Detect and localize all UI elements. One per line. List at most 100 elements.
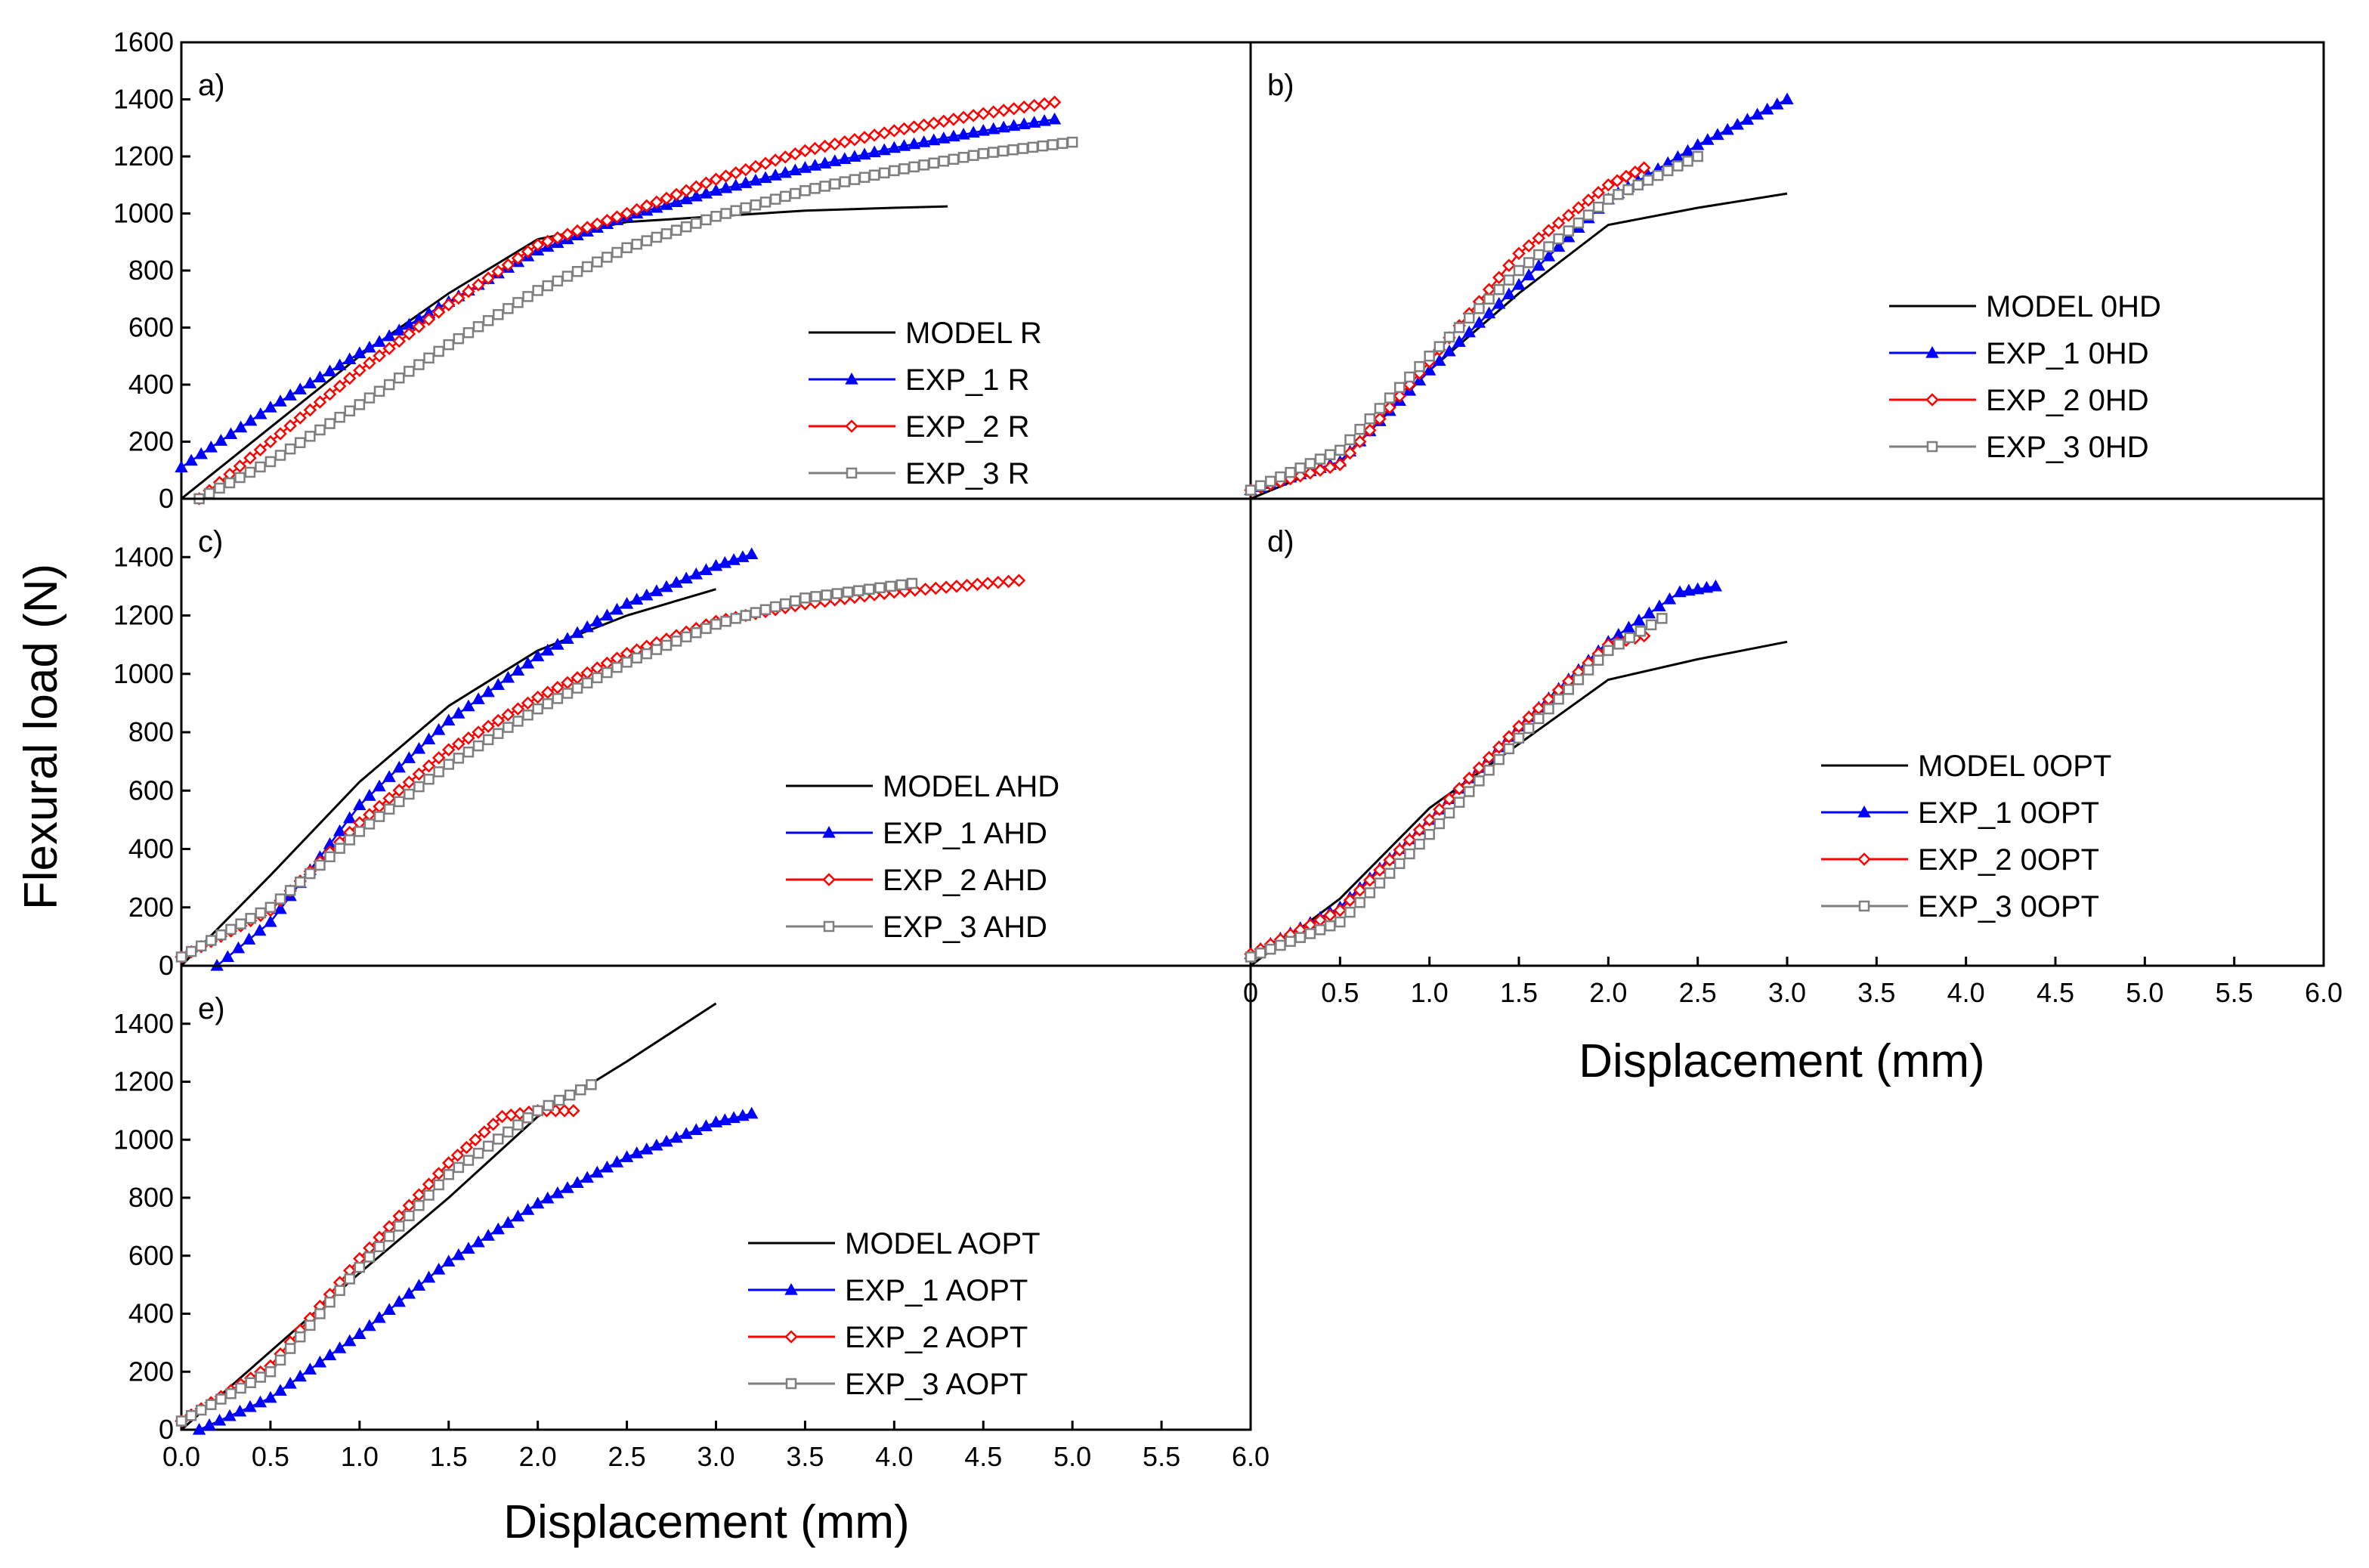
data-point-marker xyxy=(1324,920,1336,932)
data-point-marker xyxy=(363,392,376,404)
data-point-marker xyxy=(1333,457,1347,472)
data-point-marker xyxy=(472,725,485,739)
data-point-marker xyxy=(453,753,465,764)
data-point-marker xyxy=(967,150,979,161)
data-point-marker xyxy=(521,696,535,710)
data-point-marker xyxy=(1512,719,1526,734)
data-point-marker xyxy=(1551,240,1566,252)
data-point-marker xyxy=(1573,217,1585,229)
data-point-marker xyxy=(303,1362,317,1375)
data-point-marker xyxy=(679,184,693,198)
data-point-marker xyxy=(383,803,395,815)
data-point-marker xyxy=(1027,98,1041,113)
data-point-marker xyxy=(897,122,911,136)
data-point-marker xyxy=(1542,249,1556,261)
data-point-marker xyxy=(1761,102,1774,115)
series-line xyxy=(181,205,948,500)
data-point-marker xyxy=(1642,606,1656,619)
data-point-marker xyxy=(431,751,446,765)
data-point-marker xyxy=(631,238,642,250)
data-point-marker xyxy=(244,413,258,426)
data-point-marker xyxy=(541,234,555,249)
data-point-marker xyxy=(1603,193,1614,205)
data-point-marker xyxy=(740,610,752,621)
data-point-marker xyxy=(788,147,803,161)
data-point-marker xyxy=(957,110,970,125)
legend-label: EXP_1 R xyxy=(905,363,1030,397)
data-point-marker xyxy=(849,174,861,185)
data-point-marker xyxy=(610,210,624,224)
data-point-marker xyxy=(1452,781,1466,796)
data-point-marker xyxy=(392,760,406,773)
data-point-marker xyxy=(641,235,653,246)
data-point-marker xyxy=(1472,316,1486,328)
series-exp2 xyxy=(175,574,1026,964)
y-tick-label: 0 xyxy=(159,483,174,514)
data-point-marker xyxy=(1384,868,1396,879)
data-point-marker xyxy=(175,460,188,473)
data-point-marker xyxy=(580,1171,594,1183)
data-point-marker xyxy=(848,133,861,147)
data-point-marker xyxy=(512,297,524,308)
data-point-marker xyxy=(313,1355,327,1368)
data-point-marker xyxy=(332,1341,347,1353)
data-point-marker xyxy=(462,326,475,339)
data-point-marker xyxy=(699,176,713,190)
data-point-marker xyxy=(1474,303,1485,314)
y-tick-label: 1400 xyxy=(113,1008,174,1039)
x-axis-label-right: Displacement (mm) xyxy=(1579,1035,1984,1087)
data-point-marker xyxy=(462,284,475,298)
data-point-marker xyxy=(323,1348,337,1361)
data-point-marker xyxy=(294,437,306,449)
data-point-marker xyxy=(848,150,861,162)
data-point-marker xyxy=(478,1125,491,1139)
data-point-marker xyxy=(689,1123,703,1136)
data-point-marker xyxy=(727,1111,741,1124)
data-point-marker xyxy=(433,345,444,357)
legend-label: MODEL 0OPT xyxy=(1918,750,2111,783)
x-tick-label: 1.5 xyxy=(1500,977,1538,1008)
data-point-marker xyxy=(720,208,731,219)
data-point-marker xyxy=(452,737,465,751)
data-point-marker xyxy=(1632,614,1646,626)
data-point-marker xyxy=(1563,225,1574,237)
data-point-marker xyxy=(305,431,316,442)
data-point-marker xyxy=(1662,592,1677,605)
data-point-marker xyxy=(1433,818,1446,830)
data-point-marker xyxy=(679,571,693,584)
data-point-marker xyxy=(700,214,712,226)
data-point-marker xyxy=(373,349,386,363)
legend-label: EXP_2 AOPT xyxy=(845,1321,1028,1354)
data-point-marker xyxy=(1007,119,1021,131)
data-point-marker xyxy=(828,154,842,166)
data-point-marker xyxy=(264,915,277,927)
data-point-marker xyxy=(660,580,673,592)
data-point-marker xyxy=(1653,599,1666,611)
data-point-marker xyxy=(522,710,533,721)
data-point-marker xyxy=(344,834,355,846)
x-tick-label: 3.5 xyxy=(786,1441,824,1472)
y-tick-label: 400 xyxy=(128,369,174,400)
data-point-marker xyxy=(1533,713,1545,725)
data-point-marker xyxy=(431,722,446,735)
data-point-marker xyxy=(1017,100,1031,114)
data-point-marker xyxy=(887,141,902,153)
data-point-marker xyxy=(759,604,772,616)
y-tick-label: 800 xyxy=(128,716,174,747)
data-point-marker xyxy=(651,644,663,655)
data-point-marker xyxy=(334,1285,345,1297)
data-point-marker xyxy=(590,1165,604,1178)
y-tick-label: 1400 xyxy=(113,84,174,115)
data-point-marker xyxy=(231,941,246,954)
data-point-marker xyxy=(581,677,593,689)
data-point-marker xyxy=(660,191,673,206)
y-axis-label: Flexural load (N) xyxy=(15,564,67,910)
data-point-marker xyxy=(1433,803,1446,816)
x-tick-label: 0.5 xyxy=(252,1441,289,1472)
data-point-marker xyxy=(1771,97,1784,110)
data-point-marker xyxy=(1542,224,1556,237)
y-tick-label: 800 xyxy=(128,255,174,286)
data-point-marker xyxy=(1591,186,1605,199)
data-point-marker xyxy=(908,161,920,173)
data-point-marker xyxy=(1443,331,1455,343)
